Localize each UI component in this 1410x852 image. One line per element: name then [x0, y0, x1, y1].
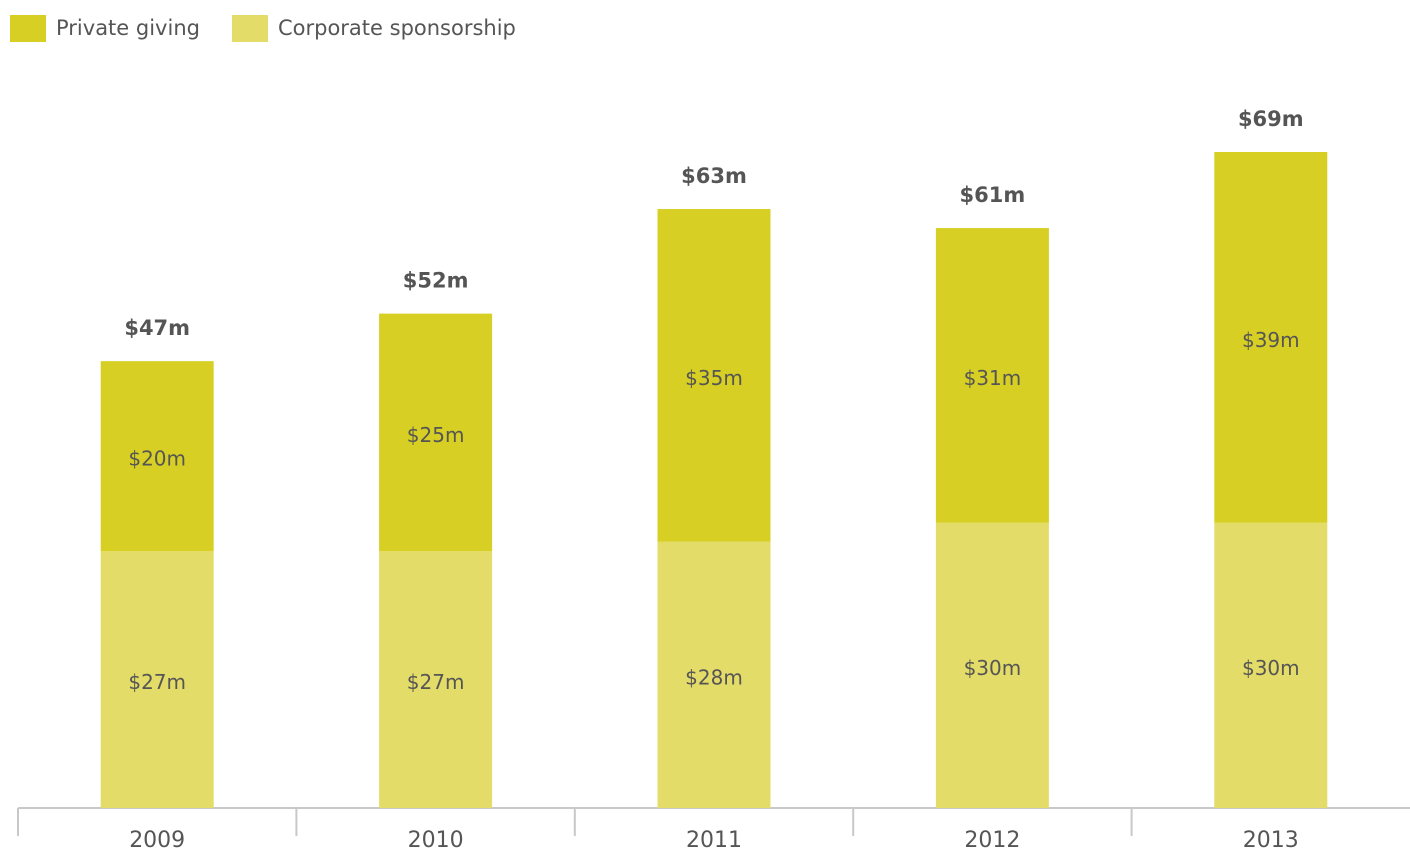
bar-segment	[100, 361, 214, 552]
legend-swatch	[10, 15, 46, 42]
bar-segment	[1214, 522, 1328, 808]
bar-segment	[1214, 152, 1328, 523]
value-label: $31m	[964, 366, 1022, 390]
bar-segment	[935, 228, 1049, 523]
value-label: $30m	[964, 656, 1022, 680]
value-label: $27m	[407, 670, 465, 694]
total-label: $61m	[960, 183, 1026, 207]
total-label: $69m	[1238, 107, 1304, 131]
bar-segment	[657, 541, 771, 808]
legend-label: Corporate sponsorship	[278, 16, 516, 40]
bar-segment	[379, 313, 493, 552]
value-label: $28m	[685, 665, 743, 689]
legend-label: Private giving	[56, 16, 200, 40]
value-label: $39m	[1242, 328, 1300, 352]
x-tick-label: 2013	[1243, 828, 1299, 852]
value-label: $20m	[128, 447, 186, 471]
legend-swatch	[231, 15, 268, 42]
total-label: $47m	[124, 316, 190, 340]
value-label: $25m	[407, 423, 465, 447]
x-tick-label: 2010	[408, 828, 464, 852]
total-label: $52m	[403, 269, 469, 293]
x-tick-label: 2011	[686, 828, 742, 852]
value-label: $27m	[128, 670, 186, 694]
value-label: $35m	[685, 366, 743, 390]
x-tick-label: 2009	[129, 828, 185, 852]
bar-segment	[379, 551, 493, 808]
bar-segment	[100, 551, 214, 808]
x-tick-label: 2012	[964, 828, 1020, 852]
bar-segment	[657, 209, 771, 542]
value-label: $30m	[1242, 656, 1300, 680]
bar-segment	[935, 522, 1049, 808]
total-label: $63m	[681, 164, 747, 188]
